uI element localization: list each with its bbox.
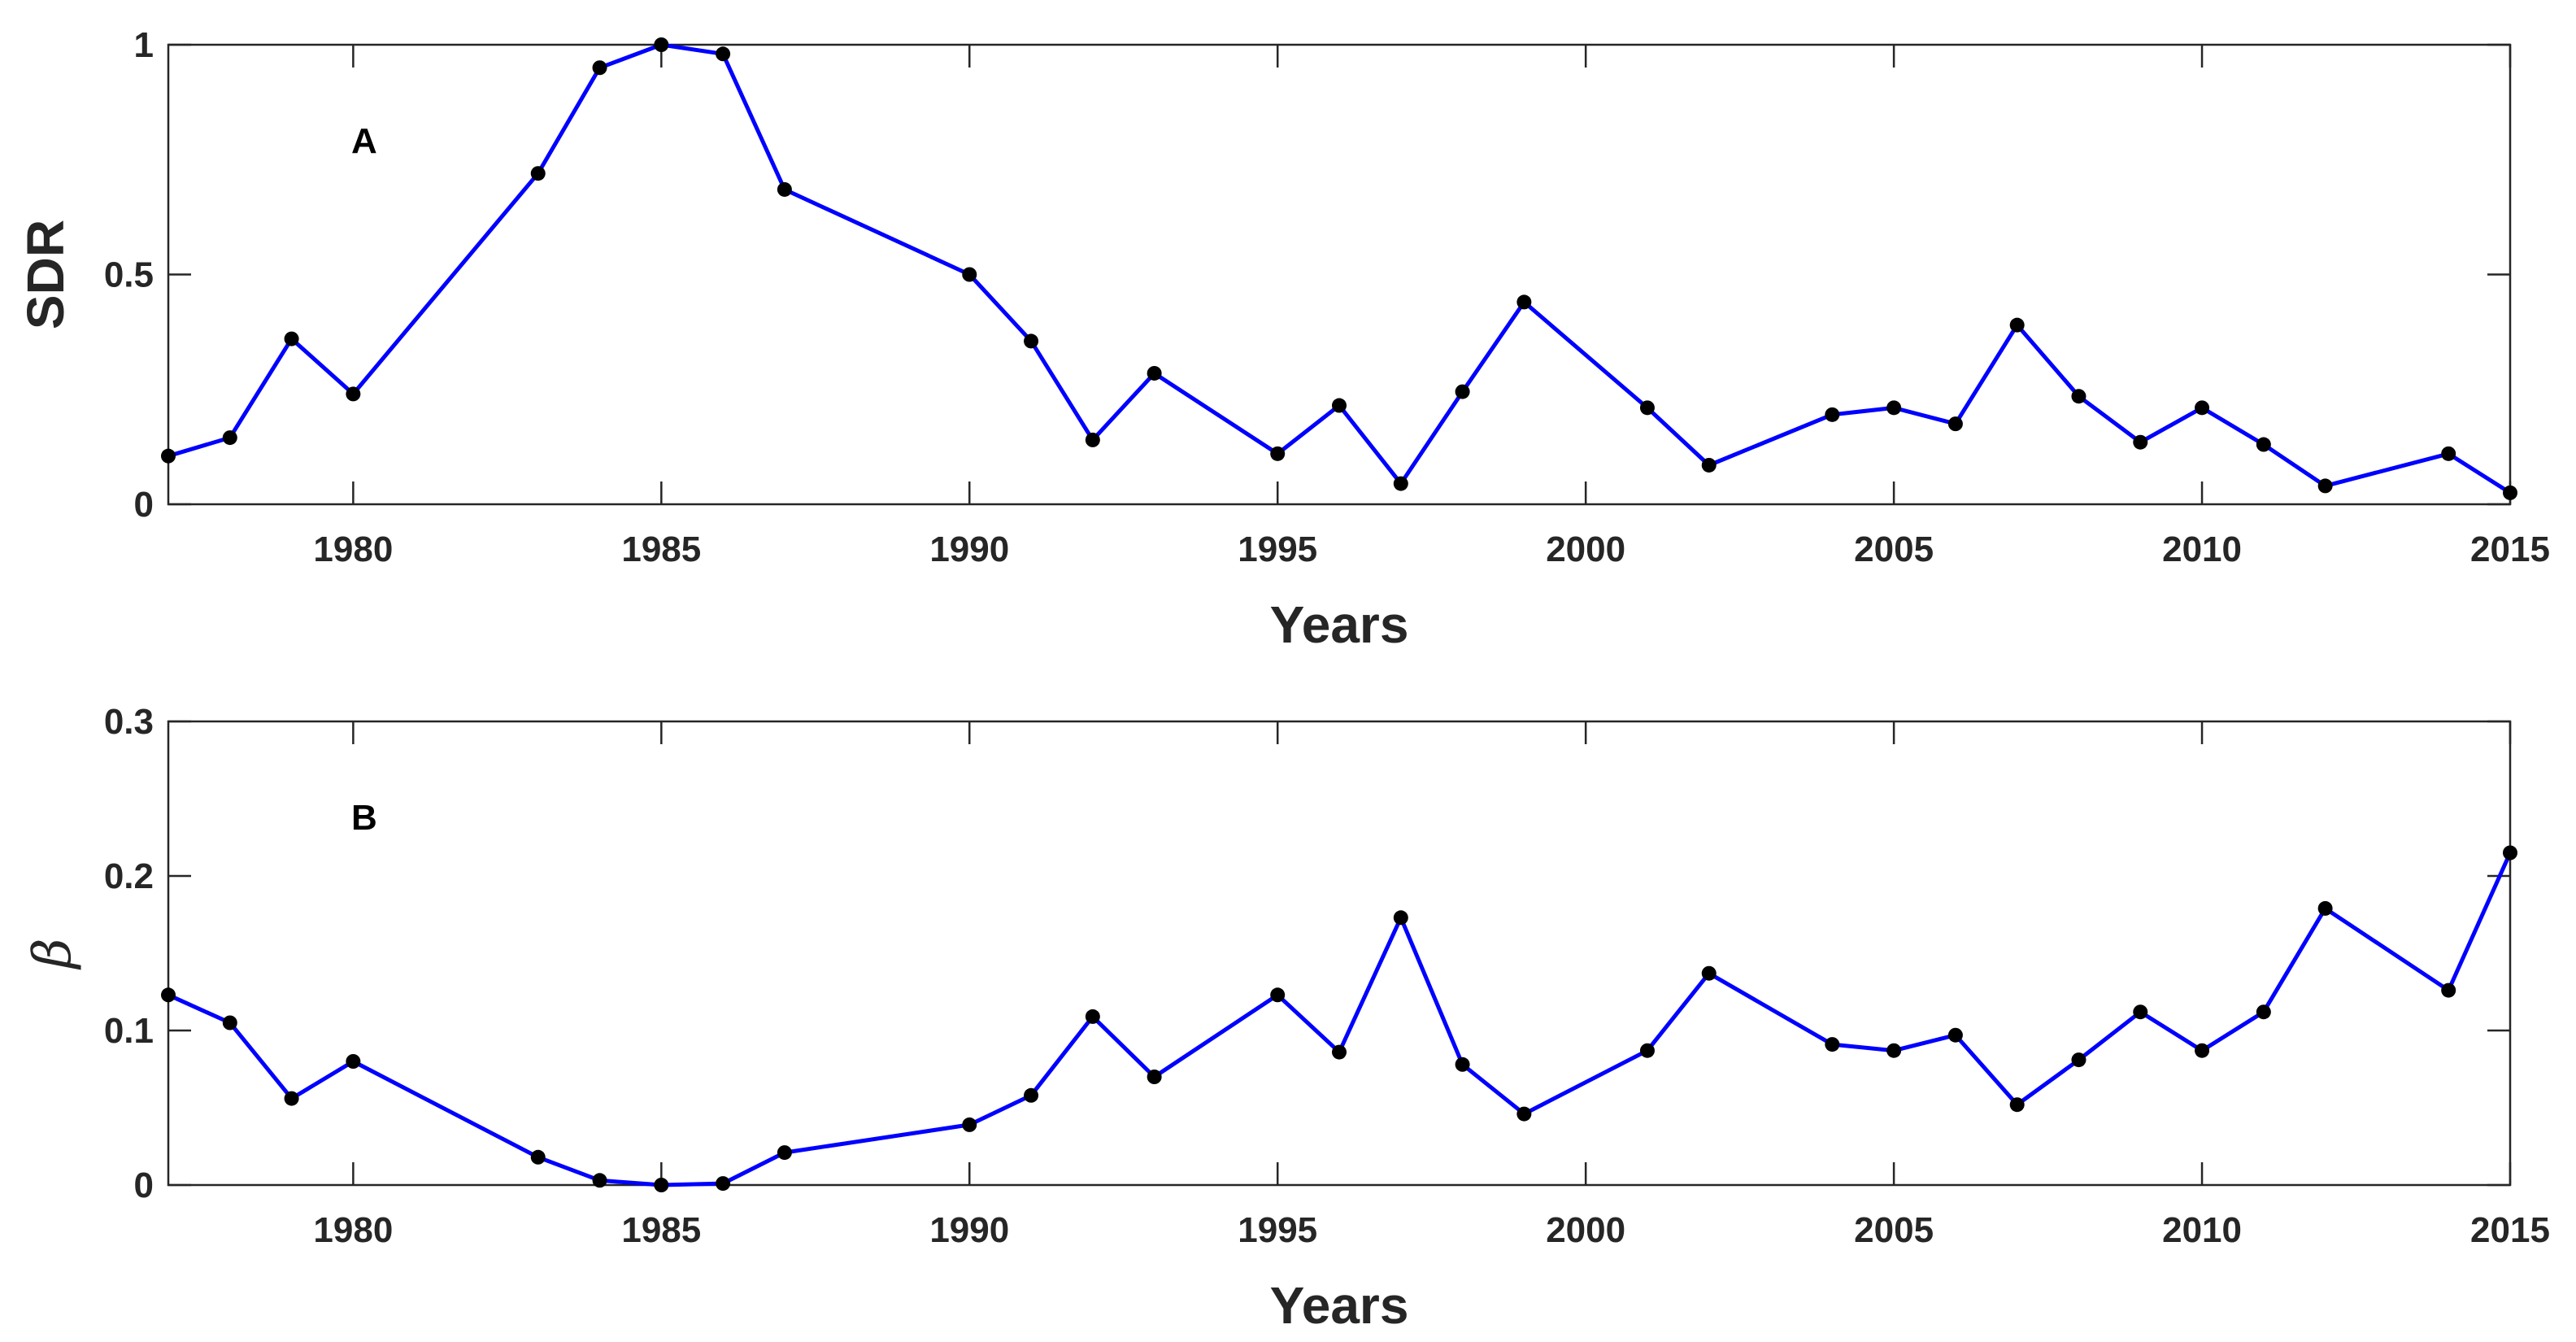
x-axis-title: Years xyxy=(1270,595,1409,654)
x-tick-label: 2010 xyxy=(2162,1210,2242,1250)
data-point xyxy=(777,1145,792,1161)
plot-area-frame xyxy=(167,720,2512,1187)
y-axis-title: β xyxy=(23,939,83,970)
data-point xyxy=(2503,485,2517,500)
data-point xyxy=(2071,389,2086,404)
x-tick-label: 2005 xyxy=(1854,529,1934,569)
data-point xyxy=(1455,1057,1470,1072)
data-point xyxy=(161,987,176,1003)
data-point xyxy=(2195,400,2210,416)
data-point xyxy=(284,1091,299,1106)
data-point xyxy=(1516,294,1532,310)
data-point xyxy=(1701,965,1717,981)
data-point xyxy=(1147,1070,1162,1084)
data-point xyxy=(2195,1043,2210,1058)
data-point xyxy=(1024,333,1039,349)
series-line xyxy=(166,42,2513,495)
data-point xyxy=(962,1117,977,1132)
x-tick-label: 1990 xyxy=(929,1210,1009,1250)
data-point xyxy=(716,46,731,62)
data-point xyxy=(592,60,607,76)
x-tick-label: 2010 xyxy=(2162,529,2242,569)
panel-label: A xyxy=(351,121,377,161)
data-point xyxy=(1825,407,1840,422)
data-point xyxy=(1393,476,1408,491)
data-point xyxy=(2317,900,2333,916)
x-tick-label: 2000 xyxy=(1546,1210,1625,1250)
data-point xyxy=(346,386,361,402)
data-point xyxy=(1332,1044,1347,1060)
x-axis-title: Years xyxy=(1270,1276,1409,1335)
data-point xyxy=(1886,1043,1902,1058)
data-point xyxy=(2441,983,2456,998)
data-point xyxy=(2317,478,2333,494)
x-tick-label: 1995 xyxy=(1238,529,1317,569)
data-point xyxy=(1024,1087,1039,1103)
data-point xyxy=(1516,1106,1532,1122)
data-point xyxy=(1085,432,1100,447)
x-tick-label: 1985 xyxy=(621,529,701,569)
data-point xyxy=(284,331,299,346)
data-point xyxy=(222,1015,237,1030)
data-point xyxy=(1701,457,1717,473)
data-point xyxy=(1886,400,1902,416)
data-point xyxy=(530,1149,546,1165)
data-point xyxy=(2133,1004,2148,1020)
data-point xyxy=(2256,437,2271,452)
x-tick-label: 1985 xyxy=(621,1210,701,1250)
data-point xyxy=(1455,384,1470,399)
y-tick-label: 0.3 xyxy=(104,702,154,742)
x-tick-label: 1980 xyxy=(313,1210,393,1250)
data-point xyxy=(654,1178,669,1192)
data-point xyxy=(161,448,176,464)
data-point xyxy=(654,37,669,52)
panel-b: 1980 1985 1990 1995 2000 2005 2010 2015 0 0.1 0.2 0… xyxy=(23,702,2550,1335)
data-point xyxy=(346,1054,361,1069)
data-point xyxy=(1947,1027,1963,1043)
data-point xyxy=(1147,365,1162,381)
data-point xyxy=(1270,446,1286,461)
x-tick-label: 2005 xyxy=(1854,1210,1934,1250)
data-point xyxy=(530,166,546,181)
data-point xyxy=(592,1173,607,1188)
y-axis-title: SDR xyxy=(16,220,75,329)
x-tick-label: 2000 xyxy=(1546,529,1625,569)
x-tick-label: 1990 xyxy=(929,529,1009,569)
data-point xyxy=(2133,434,2148,450)
data-point xyxy=(2009,317,2025,333)
x-tick-label: 2015 xyxy=(2470,529,2550,569)
data-point xyxy=(1270,987,1286,1003)
x-tick-label: 2015 xyxy=(2470,1210,2550,1250)
plot-area-frame xyxy=(167,43,2512,506)
data-point xyxy=(962,267,977,282)
data-point xyxy=(1639,400,1655,416)
y-tick-label: 0.5 xyxy=(104,255,154,295)
data-point xyxy=(1825,1037,1840,1052)
panel-label: B xyxy=(351,798,377,838)
data-point xyxy=(2009,1097,2025,1113)
x-tick-label: 1980 xyxy=(313,529,393,569)
x-tick-label: 1995 xyxy=(1238,1210,1317,1250)
data-point xyxy=(777,181,792,197)
data-point xyxy=(1947,416,1963,432)
data-point xyxy=(1393,910,1408,926)
y-tick-label: 0 xyxy=(134,485,154,525)
data-point xyxy=(222,430,237,446)
data-point xyxy=(2503,845,2517,861)
data-point xyxy=(1085,1009,1100,1024)
data-point xyxy=(2256,1004,2271,1020)
panel-a: 1980 1985 1990 1995 2000 2005 2010 2015 0 0.5 1 Yea… xyxy=(16,25,2550,654)
data-point xyxy=(1332,398,1347,413)
data-point xyxy=(1639,1043,1655,1058)
y-tick-label: 1 xyxy=(134,25,154,65)
y-tick-label: 0 xyxy=(134,1166,154,1205)
y-tick-label: 0.1 xyxy=(104,1011,154,1051)
data-point xyxy=(716,1176,731,1192)
y-tick-label: 0.2 xyxy=(104,856,154,896)
data-point xyxy=(2071,1052,2086,1068)
series-line xyxy=(166,851,2513,1187)
data-point xyxy=(2441,446,2456,461)
